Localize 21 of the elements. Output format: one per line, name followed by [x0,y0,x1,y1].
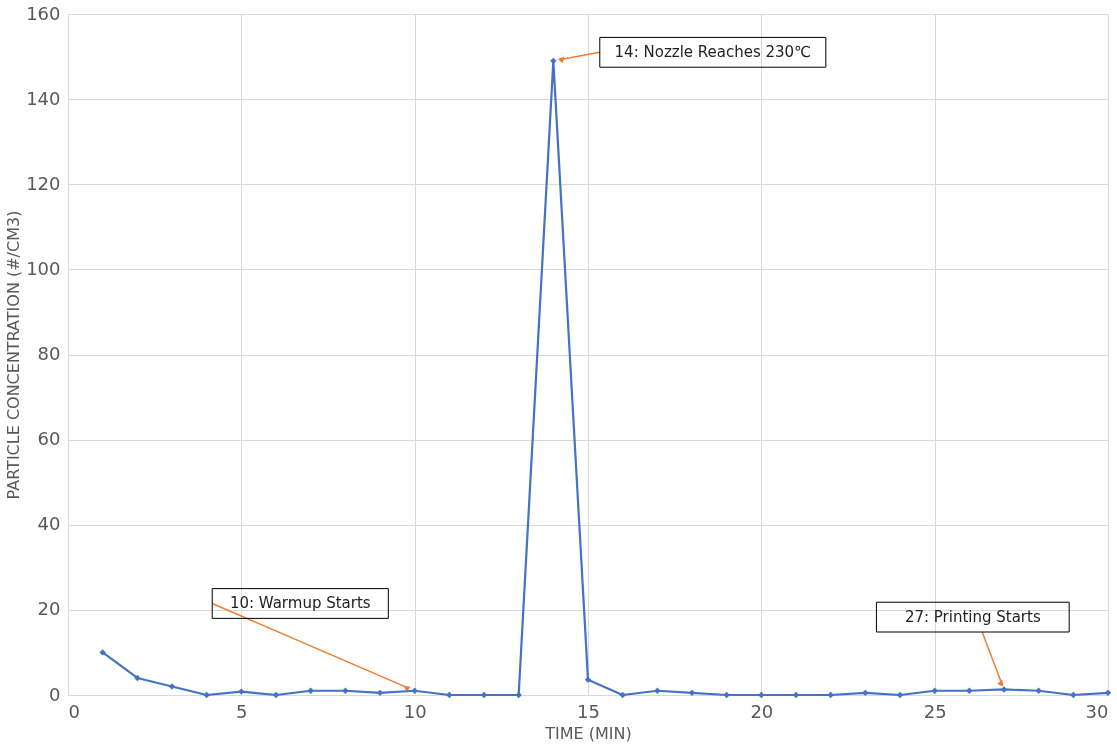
x-tick-label: 20 [750,700,774,722]
y-tick-label: 60 [37,428,61,450]
y-tick-label: 140 [26,87,61,109]
x-tick-label: 0 [68,700,80,722]
y-tick-label: 0 [49,683,61,705]
x-tick-label: 30 [1085,700,1109,722]
x-axis-title: TIME (MIN) [544,723,632,743]
x-tick-label: 15 [577,700,600,722]
x-tick-label: 10 [403,700,427,722]
annotation: 14: Nozzle Reaches 230℃ [614,43,812,62]
y-tick-label: 120 [26,172,61,194]
annotation: 10: Warmup Starts [229,594,371,613]
y-tick-label: 80 [37,343,61,364]
y-axis-title: PARTICLE CONCENTRATION (#/CM3) [4,210,24,500]
y-tick-label: 40 [37,513,61,535]
x-tick-label: 5 [236,700,248,722]
y-tick-label: 160 [26,2,61,24]
y-tick-label: 20 [37,598,61,620]
y-tick-label: 100 [26,257,61,279]
annotation: 27: Printing Starts [904,608,1041,627]
x-tick-label: 25 [923,700,947,722]
